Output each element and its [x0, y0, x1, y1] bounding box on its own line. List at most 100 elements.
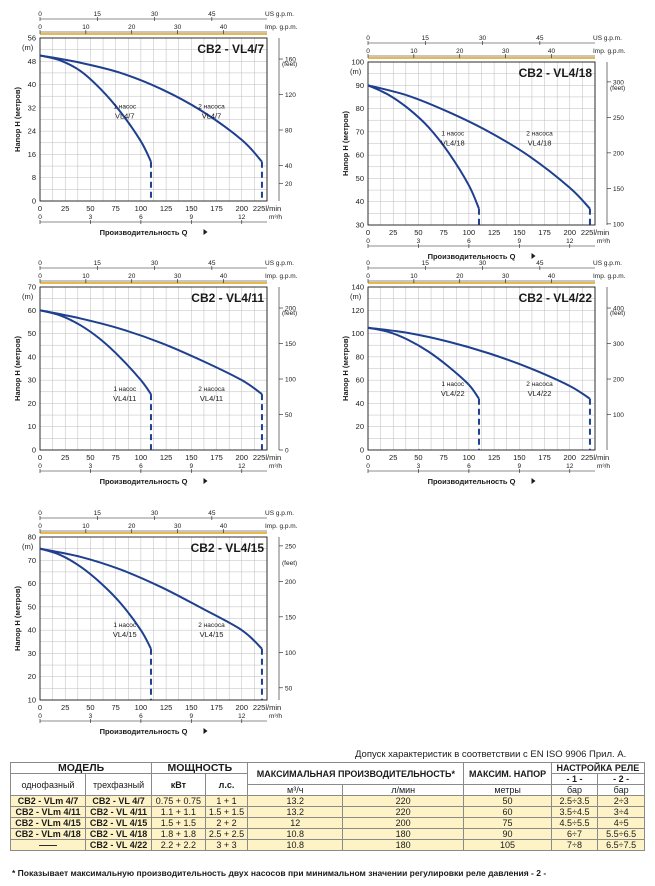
x-axis-title: Производительность Q [100, 228, 188, 237]
tick-label: 40 [28, 352, 36, 361]
chart-title: CB2 - VL4/11 [191, 291, 264, 305]
series-line [367, 84, 591, 210]
curve-label: VL4/22 [441, 389, 465, 398]
tick-label: 75 [111, 453, 119, 462]
chart-vl4-22: 0 15 30 45 0 10 20 30 40 US g.p.m. Imp. g.p.m. 0 20 4… [330, 255, 650, 500]
tick-label: 30 [28, 376, 36, 385]
table-cell: 50 [463, 795, 552, 807]
tick-label: 80 [28, 533, 36, 542]
tick-label: 20 [456, 48, 464, 55]
tick-label: 100 [613, 412, 624, 419]
tick-label: 100 [285, 377, 296, 384]
header-relay: НАСТРОЙКА РЕЛЕ [550, 762, 646, 774]
tick-label: 100 [285, 650, 296, 657]
plot-frame [367, 286, 596, 451]
tick-label: 40 [220, 24, 228, 31]
table-cell: 220 [341, 795, 465, 807]
top-axis2-unit: Imp. g.p.m. [265, 24, 298, 31]
tick-label: 30 [502, 273, 510, 280]
table-cell: 2.5 + 2.5 [204, 828, 249, 840]
tick-label: 16 [28, 150, 36, 159]
x2-unit: m³/h [597, 463, 610, 470]
tick-label: 140 [351, 283, 364, 292]
tick-label: 200 [236, 453, 249, 462]
tick-label: 3 [89, 713, 93, 720]
table-cell: CB2 - VL 4/11 [84, 806, 153, 818]
tick-label: 125 [160, 703, 173, 712]
tick-label: 15 [94, 260, 102, 267]
curve-label: VL4/22 [528, 389, 552, 398]
tick-label: 20 [128, 523, 136, 530]
tick-label: 20 [285, 181, 293, 188]
tick-label: 0 [32, 446, 36, 455]
series-line [39, 547, 152, 650]
tick-label: 15 [94, 510, 102, 517]
tick-label: 10 [410, 48, 418, 55]
tick-label: 25 [389, 453, 397, 462]
header-m3h: м³/ч [247, 784, 343, 796]
table-cell: 1 + 1 [204, 795, 249, 807]
tick-label: 24 [28, 127, 36, 136]
header-head: МАКСИМ. НАПОР [463, 762, 552, 785]
tick-label: 100 [463, 228, 476, 237]
tick-label: 0 [32, 197, 36, 206]
curve-label: VL4/15 [200, 630, 224, 639]
tick-label: 48 [28, 57, 36, 66]
tick-label: 150 [285, 614, 296, 621]
header-r1: - 1 - [550, 773, 599, 785]
tick-label: 40 [548, 48, 556, 55]
tick-label: 50 [28, 602, 36, 611]
tick-label: 300 [613, 341, 624, 348]
tick-label: 9 [190, 463, 194, 470]
tick-label: 32 [28, 103, 36, 112]
tick-label: 9 [190, 214, 194, 221]
plot-frame [39, 536, 268, 701]
tick-label: 0 [366, 228, 370, 237]
series-line [39, 54, 152, 163]
table-cell: 4.5÷5.5 [550, 817, 599, 829]
tick-label: 3 [417, 238, 421, 245]
tick-label: 200 [285, 306, 296, 313]
table-row: CB2 - VLm 4/11 CB2 - VL 4/11 1.1 + 1.1 1.5 … [10, 806, 645, 818]
curve-label: VL4/18 [441, 139, 465, 148]
tick-label: 10 [82, 523, 90, 530]
tick-label: 40 [356, 399, 364, 408]
tick-label: 30 [479, 35, 487, 42]
tick-label: 12 [238, 214, 246, 221]
tick-label: 56 [28, 34, 36, 43]
tick-label: 30 [174, 273, 182, 280]
tick-label: 160 [285, 57, 296, 64]
tick-label: 12 [566, 238, 574, 245]
plot-frame [39, 37, 268, 202]
chart-vl4-11: 0 15 30 45 0 10 20 30 40 US g.p.m. Imp. g.p.m. 0 10 2… [2, 255, 322, 500]
tick-label: 250 [613, 115, 624, 122]
tick-label: 20 [28, 399, 36, 408]
chart-title: CB2 - VL4/7 [197, 42, 264, 56]
y-unit: (m) [22, 43, 34, 52]
arrow-icon [203, 728, 208, 734]
table-cell: 180 [341, 828, 465, 840]
tick-label: 200 [613, 150, 624, 157]
tick-label: 20 [456, 273, 464, 280]
table-cell: CB2 - VL 4/22 [84, 839, 153, 851]
tick-label: 45 [536, 35, 544, 42]
y-unit: (m) [350, 67, 362, 76]
tick-label: 80 [285, 128, 293, 135]
series-line [367, 84, 480, 210]
top-axis-unit: US g.p.m. [265, 11, 294, 18]
tick-label: 0 [366, 273, 370, 280]
tick-label: 12 [238, 713, 246, 720]
tick-label: 175 [538, 228, 551, 237]
x-axis-title: Производительность Q [428, 252, 516, 261]
tick-label: 10 [410, 273, 418, 280]
tick-label: 40 [356, 197, 364, 206]
y-unit: (m) [22, 292, 34, 301]
tick-label: 100 [613, 221, 624, 228]
tick-label: 12 [566, 463, 574, 470]
tick-label: 30 [479, 260, 487, 267]
curve-label: 1 насос [113, 622, 137, 629]
tick-label: 60 [28, 306, 36, 315]
table-cell: 10.8 [247, 828, 343, 840]
